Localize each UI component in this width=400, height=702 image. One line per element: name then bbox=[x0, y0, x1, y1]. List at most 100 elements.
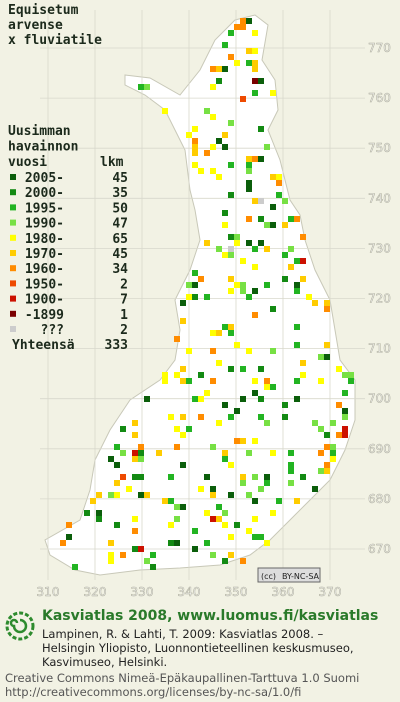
observation-square bbox=[198, 486, 204, 492]
legend-count: 50 bbox=[112, 201, 128, 216]
observation-square bbox=[252, 90, 258, 96]
observation-square bbox=[204, 474, 210, 480]
observation-square bbox=[270, 384, 276, 390]
observation-square bbox=[192, 270, 198, 276]
legend-count: 2 bbox=[120, 277, 128, 292]
x-grid-label: 340 bbox=[178, 585, 201, 599]
observation-square bbox=[264, 480, 270, 486]
observation-square bbox=[228, 492, 234, 498]
legend-heading: havainnon bbox=[8, 140, 78, 155]
observation-square bbox=[342, 390, 348, 396]
observation-square bbox=[132, 420, 138, 426]
observation-square bbox=[318, 426, 324, 432]
observation-square bbox=[168, 498, 174, 504]
observation-square bbox=[246, 294, 252, 300]
observation-square bbox=[312, 486, 318, 492]
observation-square bbox=[90, 498, 96, 504]
observation-square bbox=[120, 474, 126, 480]
observation-square bbox=[234, 60, 240, 66]
observation-square bbox=[168, 474, 174, 480]
observation-square bbox=[186, 132, 192, 138]
observation-square bbox=[210, 378, 216, 384]
observation-square bbox=[270, 450, 276, 456]
observation-square bbox=[162, 108, 168, 114]
observation-square bbox=[84, 510, 90, 516]
observation-square bbox=[222, 144, 228, 150]
legend-swatch bbox=[10, 250, 16, 256]
observation-square bbox=[204, 390, 210, 396]
observation-square bbox=[162, 378, 168, 384]
y-grid-label: 760 bbox=[368, 91, 391, 105]
observation-square bbox=[252, 534, 258, 540]
license-line: http://creativecommons.org/licenses/by-n… bbox=[5, 685, 301, 699]
observation-square bbox=[204, 540, 210, 546]
observation-square bbox=[312, 300, 318, 306]
observation-square bbox=[222, 522, 228, 528]
observation-square bbox=[300, 258, 306, 264]
observation-square bbox=[228, 234, 234, 240]
observation-square bbox=[210, 66, 216, 72]
observation-square bbox=[300, 234, 306, 240]
badge-cc: (cc) bbox=[261, 572, 276, 581]
observation-square bbox=[198, 372, 204, 378]
observation-square bbox=[258, 414, 264, 420]
observation-square bbox=[198, 414, 204, 420]
observation-square bbox=[342, 414, 348, 420]
observation-square bbox=[348, 378, 354, 384]
y-grid-label: 680 bbox=[368, 492, 391, 506]
legend-count: 34 bbox=[112, 262, 128, 277]
observation-square bbox=[240, 24, 246, 30]
observation-square bbox=[210, 444, 216, 450]
legend-swatch bbox=[10, 326, 16, 332]
observation-square bbox=[258, 534, 264, 540]
observation-square bbox=[228, 534, 234, 540]
observation-square bbox=[342, 408, 348, 414]
observation-square bbox=[120, 552, 126, 558]
observation-square bbox=[246, 240, 252, 246]
observation-square bbox=[108, 558, 114, 564]
observation-square bbox=[174, 516, 180, 522]
observation-square bbox=[252, 378, 258, 384]
observation-square bbox=[210, 84, 216, 90]
observation-square bbox=[330, 420, 336, 426]
observation-square bbox=[240, 438, 246, 444]
observation-square bbox=[282, 276, 288, 282]
observation-square bbox=[240, 282, 246, 288]
title-line: arvense bbox=[8, 18, 63, 33]
observation-square bbox=[276, 180, 282, 186]
title-line: x fluviatile bbox=[8, 33, 102, 48]
observation-square bbox=[294, 498, 300, 504]
observation-square bbox=[216, 174, 222, 180]
observation-square bbox=[228, 414, 234, 420]
logo bbox=[5, 611, 35, 641]
observation-square bbox=[294, 378, 300, 384]
observation-square bbox=[258, 240, 264, 246]
x-grid-label: 330 bbox=[131, 585, 154, 599]
observation-square bbox=[252, 198, 258, 204]
observation-square bbox=[342, 372, 348, 378]
observation-square bbox=[72, 564, 78, 570]
observation-square bbox=[132, 474, 138, 480]
observation-square bbox=[246, 450, 252, 456]
observation-square bbox=[288, 480, 294, 486]
observation-square bbox=[300, 474, 306, 480]
observation-square bbox=[204, 294, 210, 300]
legend-count: 45 bbox=[112, 247, 128, 262]
observation-square bbox=[132, 450, 138, 456]
observation-square bbox=[288, 462, 294, 468]
observation-square bbox=[246, 186, 252, 192]
legend-label: 2005- bbox=[25, 171, 64, 186]
observation-square bbox=[246, 168, 252, 174]
observation-square bbox=[234, 522, 240, 528]
observation-square bbox=[114, 522, 120, 528]
observation-square bbox=[186, 294, 192, 300]
observation-square bbox=[294, 324, 300, 330]
observation-square bbox=[276, 174, 282, 180]
observation-square bbox=[132, 456, 138, 462]
observation-square bbox=[114, 462, 120, 468]
legend-heading: vuosi bbox=[8, 155, 47, 170]
observation-square bbox=[300, 360, 306, 366]
observation-square bbox=[180, 462, 186, 468]
observation-square bbox=[246, 48, 252, 54]
observation-square bbox=[132, 528, 138, 534]
